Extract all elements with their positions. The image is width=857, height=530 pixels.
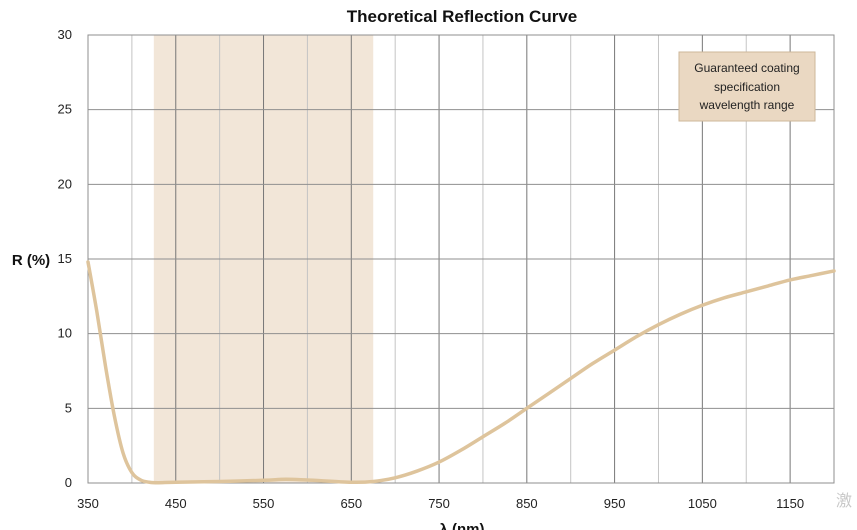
watermark-text: 激 转动 bbox=[836, 491, 857, 510]
y-tick-label: 0 bbox=[65, 475, 72, 490]
y-tick-label: 10 bbox=[58, 326, 72, 341]
x-tick-label: 450 bbox=[165, 496, 187, 511]
annotation-box: Guaranteed coating specification wavelen… bbox=[678, 51, 816, 122]
y-tick-label: 5 bbox=[65, 400, 72, 415]
x-tick-label: 550 bbox=[253, 496, 275, 511]
y-tick-label: 25 bbox=[58, 102, 72, 117]
reflection-curve bbox=[86, 260, 836, 485]
y-tick-labels: 0 5 10 15 20 25 30 bbox=[58, 27, 72, 490]
x-tick-label: 1150 bbox=[776, 496, 804, 511]
annotation-background bbox=[678, 51, 816, 122]
x-tick-labels: 350 450 550 650 750 850 950 1050 1150 bbox=[77, 496, 804, 511]
plot-frame bbox=[87, 34, 835, 484]
chart-title: Theoretical Reflection Curve bbox=[347, 7, 578, 26]
annotation-line-2: specification bbox=[714, 80, 780, 94]
x-tick-label: 650 bbox=[340, 496, 362, 511]
series-layer bbox=[86, 260, 836, 485]
x-axis-label: λ (nm) bbox=[440, 521, 485, 530]
annotation-line-1: Guaranteed coating bbox=[694, 61, 799, 75]
annotation-line-3: wavelength range bbox=[699, 98, 795, 112]
x-tick-label: 850 bbox=[516, 496, 538, 511]
y-axis-label: R (%) bbox=[12, 252, 50, 269]
y-tick-label: 15 bbox=[58, 251, 72, 266]
x-tick-label: 750 bbox=[428, 496, 450, 511]
x-tick-label: 1050 bbox=[688, 496, 717, 511]
x-tick-label: 350 bbox=[77, 496, 99, 511]
y-tick-label: 30 bbox=[58, 27, 72, 42]
y-tick-label: 20 bbox=[58, 176, 72, 191]
x-tick-label: 950 bbox=[604, 496, 626, 511]
